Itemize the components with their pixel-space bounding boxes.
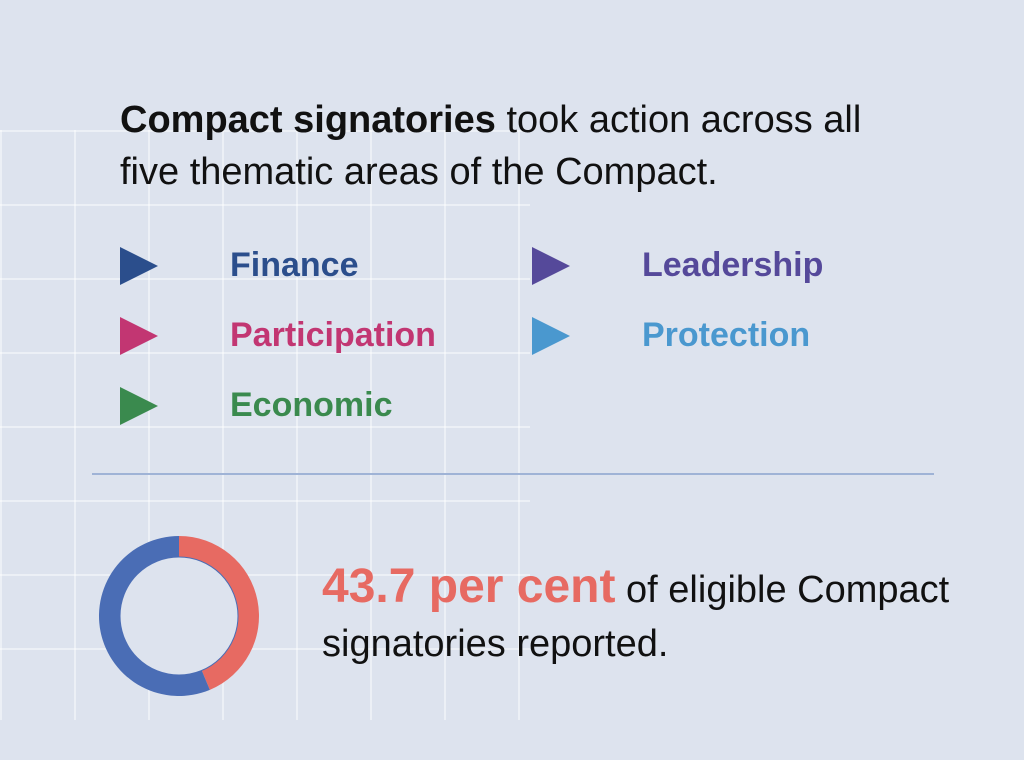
triangle-bullet-icon	[532, 246, 570, 285]
headline: Compact signatories took action across a…	[120, 94, 920, 198]
theme-leadership: Leadership	[532, 246, 823, 285]
stat-description: of eligible Compact signatories reported…	[322, 569, 950, 665]
headline-bold: Compact signatories	[120, 99, 496, 141]
theme-economic: Economic	[120, 386, 392, 425]
donut-hole	[119, 556, 239, 676]
triangle-bullet-icon	[120, 316, 158, 355]
stat-text: 43.7 per cent of eligible Compact signat…	[322, 560, 962, 671]
theme-participation: Participation	[120, 316, 436, 355]
triangle-bullet-icon	[120, 246, 158, 285]
stat-value: 43.7 per cent	[322, 560, 616, 613]
theme-label: Finance	[230, 246, 359, 284]
headline-rest: took action across all five thematic are…	[120, 99, 862, 193]
donut-chart	[98, 536, 259, 696]
theme-label: Participation	[230, 316, 436, 354]
theme-label: Protection	[642, 316, 811, 354]
triangle-bullet-icon	[532, 316, 570, 355]
theme-label: Economic	[230, 386, 393, 424]
theme-label: Leadership	[642, 246, 824, 284]
divider	[92, 473, 934, 475]
theme-finance: Finance	[120, 246, 358, 285]
theme-protection: Protection	[532, 316, 810, 355]
triangle-bullet-icon	[120, 386, 158, 425]
